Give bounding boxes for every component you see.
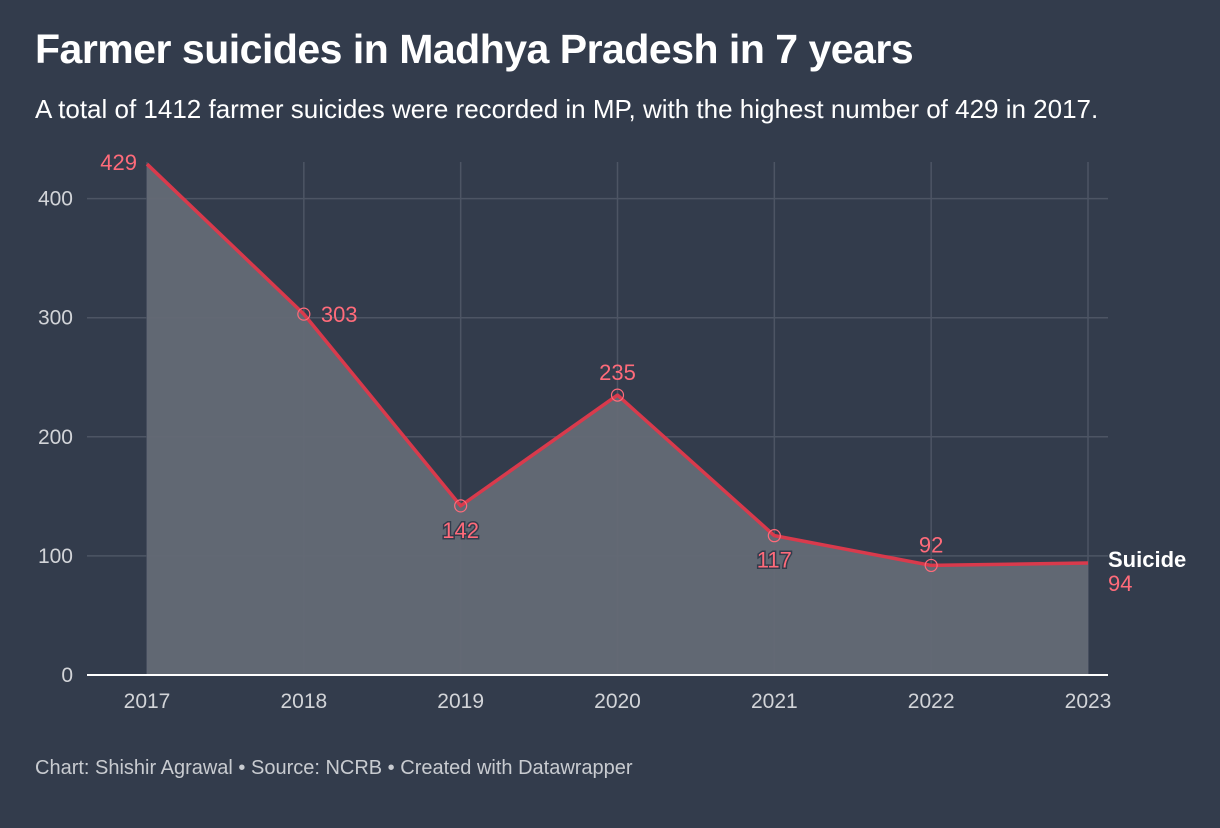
chart-title: Farmer suicides in Madhya Pradesh in 7 y…: [35, 26, 914, 72]
x-tick-label: 2018: [280, 690, 327, 713]
y-tick-label: 400: [38, 188, 73, 211]
area-fill: [147, 164, 1088, 675]
chart-credits: Chart: Shishir Agrawal • Source: NCRB • …: [35, 757, 633, 779]
data-label: 429: [100, 150, 137, 175]
y-tick-label: 300: [38, 307, 73, 330]
x-tick-label: 2019: [437, 690, 484, 713]
data-label: 235: [599, 360, 636, 385]
data-label: 303: [321, 302, 358, 327]
y-tick-label: 100: [38, 545, 73, 568]
data-label: 117: [757, 548, 792, 573]
data-point: [924, 558, 938, 573]
data-label: 94: [1108, 571, 1132, 596]
x-tick-label: 2020: [594, 690, 641, 713]
x-tick-label: 2022: [908, 690, 955, 713]
data-point: [297, 307, 311, 321]
y-tick-label: 0: [61, 664, 73, 687]
x-tick-label: 2023: [1065, 690, 1112, 713]
y-tick-label: 200: [38, 426, 73, 449]
data-label: 92: [919, 532, 943, 557]
data-point: [610, 388, 625, 402]
data-point: [454, 499, 468, 513]
x-tick-label: 2021: [751, 690, 798, 713]
chart-subtitle: A total of 1412 farmer suicides were rec…: [35, 94, 1099, 124]
series-name-label: Suicide: [1108, 547, 1186, 572]
data-label: 142: [442, 518, 479, 543]
data-points: [297, 307, 938, 573]
data-point: [767, 529, 781, 543]
x-tick-label: 2017: [124, 690, 171, 713]
x-axis: 2017 2018 2019 2020 2021 2022 2023: [87, 674, 1112, 713]
series-line-suicide: [145, 162, 1089, 568]
